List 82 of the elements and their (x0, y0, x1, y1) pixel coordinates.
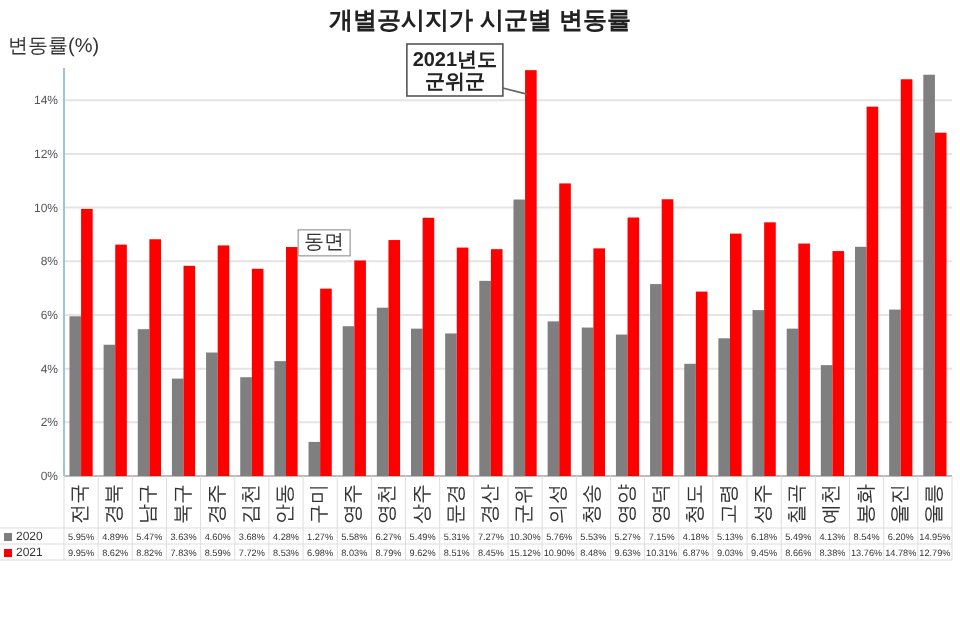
bar (786, 328, 799, 476)
x-tick-label: 청송 (582, 484, 605, 524)
bar (718, 338, 730, 476)
bar (764, 222, 776, 476)
bar (354, 260, 366, 476)
x-tick-label: 군위 (514, 484, 537, 524)
x-tick-label: 전국 (70, 484, 93, 524)
bar (581, 327, 594, 476)
x-tick-label: 칠곡 (787, 484, 810, 524)
bar (286, 247, 298, 476)
bar (900, 79, 913, 476)
x-tick-label: 구미 (309, 484, 332, 524)
bar (320, 288, 332, 476)
bar (149, 239, 161, 476)
x-tick-label: 영주 (343, 484, 366, 524)
bar (832, 251, 845, 476)
x-tick-label: 청도 (684, 484, 707, 524)
bar (183, 265, 196, 476)
bar (445, 333, 457, 476)
bar (684, 363, 696, 476)
bar (240, 377, 252, 476)
annotation: 2021년도 군위군 (412, 50, 498, 94)
bar (752, 310, 765, 476)
x-tick-label: 울진 (889, 484, 912, 524)
x-tick-label: 의성 (548, 484, 571, 524)
bar (923, 74, 935, 476)
bar (342, 326, 355, 476)
x-tick-label: 영양 (616, 484, 639, 524)
bar (695, 291, 708, 476)
bar (69, 316, 82, 476)
x-tick-label: 남구 (138, 484, 161, 524)
bar (206, 352, 218, 476)
y-axis-title: 변동률(%) (8, 36, 100, 58)
bar (934, 132, 947, 476)
bar (81, 208, 93, 476)
bar (308, 441, 321, 476)
bar (490, 249, 503, 476)
x-tick-label: 김천 (240, 484, 263, 524)
x-tick-label: 영덕 (650, 484, 673, 524)
bar (650, 284, 662, 476)
bar (388, 240, 401, 476)
bar (456, 247, 469, 476)
bar (274, 361, 286, 476)
bar (820, 365, 833, 476)
x-tick-label: 문경 (445, 484, 468, 524)
bar (730, 233, 742, 476)
bar (479, 280, 491, 476)
x-tick-label: 울릉 (923, 484, 946, 524)
x-tick-label: 상주 (411, 484, 434, 524)
bar (171, 378, 184, 476)
x-tick-label: 북구 (172, 484, 195, 524)
bar (217, 245, 230, 476)
bar (547, 321, 560, 476)
bar (661, 199, 674, 476)
bar (627, 217, 640, 476)
bar (559, 183, 571, 476)
bar (525, 70, 537, 476)
bar (251, 268, 264, 476)
x-tick-label: 경산 (479, 484, 502, 524)
x-tick-label: 경북 (104, 484, 127, 524)
bar (889, 309, 901, 476)
x-tick-label: 봉화 (855, 484, 878, 524)
x-tick-label: 성주 (753, 484, 776, 524)
bar (137, 329, 150, 476)
bar (866, 106, 879, 476)
bar (513, 199, 526, 476)
bar (593, 248, 605, 476)
x-tick-label: 경주 (206, 484, 229, 524)
bar (798, 243, 810, 476)
x-tick-label: 안동 (275, 484, 297, 524)
x-tick-label: 예천 (821, 484, 844, 524)
bar (115, 244, 127, 476)
bar (376, 307, 389, 476)
bar (422, 217, 435, 476)
x-tick-label: 영천 (377, 484, 400, 524)
bar (103, 344, 116, 476)
bar (855, 246, 867, 476)
chart-title: 개별공시지가 시군별 변동률 (329, 6, 631, 34)
x-tick-label: 고령 (719, 484, 741, 524)
bar (615, 334, 628, 476)
bar (411, 328, 423, 476)
annotation: 동면 (304, 231, 345, 254)
